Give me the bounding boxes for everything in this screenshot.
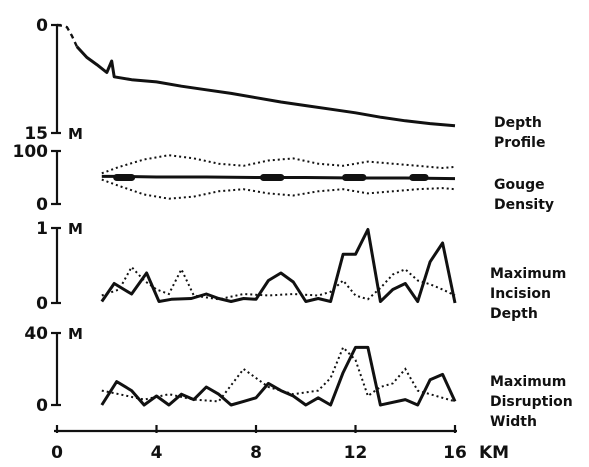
depth-y-unit: M bbox=[68, 125, 83, 143]
gouge-series-0-line bbox=[101, 154, 456, 175]
x-tick-label-4: 16 bbox=[443, 443, 467, 463]
disruption-series-1-line bbox=[101, 345, 456, 403]
incision-series-0-line bbox=[100, 228, 457, 304]
disruption-series-0-line bbox=[100, 345, 457, 407]
incision-y-tick-label-1: 0 bbox=[36, 294, 48, 314]
disruption-label-line-2: Width bbox=[490, 414, 537, 430]
disruption-label-line-0: Maximum bbox=[490, 374, 566, 390]
gouge-series-1-line bbox=[101, 178, 456, 200]
disruption-y-tick-label-0: 40 bbox=[24, 324, 48, 344]
x-tick-label-0: 0 bbox=[51, 443, 63, 463]
incision-label-line-1: Incision bbox=[490, 286, 551, 302]
disruption-label-line-1: Disruption bbox=[490, 394, 573, 410]
gouge-y-tick-label-1: 0 bbox=[36, 195, 48, 215]
incision-y-unit: M bbox=[68, 220, 83, 238]
incision-series-1-line bbox=[101, 265, 456, 301]
depth-series-0-line bbox=[56, 23, 78, 48]
depth-series-1-line bbox=[75, 45, 456, 128]
x-axis-unit: KM bbox=[479, 443, 509, 463]
disruption-y-unit: M bbox=[68, 325, 83, 343]
depth-y-tick-label-1: 15 bbox=[24, 124, 48, 144]
x-tick-label-3: 12 bbox=[344, 443, 368, 463]
depth-label-line-1: Profile bbox=[494, 135, 545, 151]
x-tick-label-1: 4 bbox=[151, 443, 163, 463]
incision-label-line-2: Depth bbox=[490, 306, 538, 322]
x-tick-label-2: 8 bbox=[250, 443, 262, 463]
gouge-y-tick-label-0: 100 bbox=[13, 142, 49, 162]
depth-label-line-0: Depth bbox=[494, 115, 542, 131]
incision-label-line-0: Maximum bbox=[490, 266, 566, 282]
depth-y-tick-label-0: 0 bbox=[36, 16, 48, 36]
incision-y-tick-label-0: 1 bbox=[36, 219, 48, 239]
gouge-label-line-1: Density bbox=[494, 197, 554, 213]
gouge-label-line-0: Gouge bbox=[494, 177, 545, 193]
disruption-y-tick-label-1: 0 bbox=[36, 396, 48, 416]
